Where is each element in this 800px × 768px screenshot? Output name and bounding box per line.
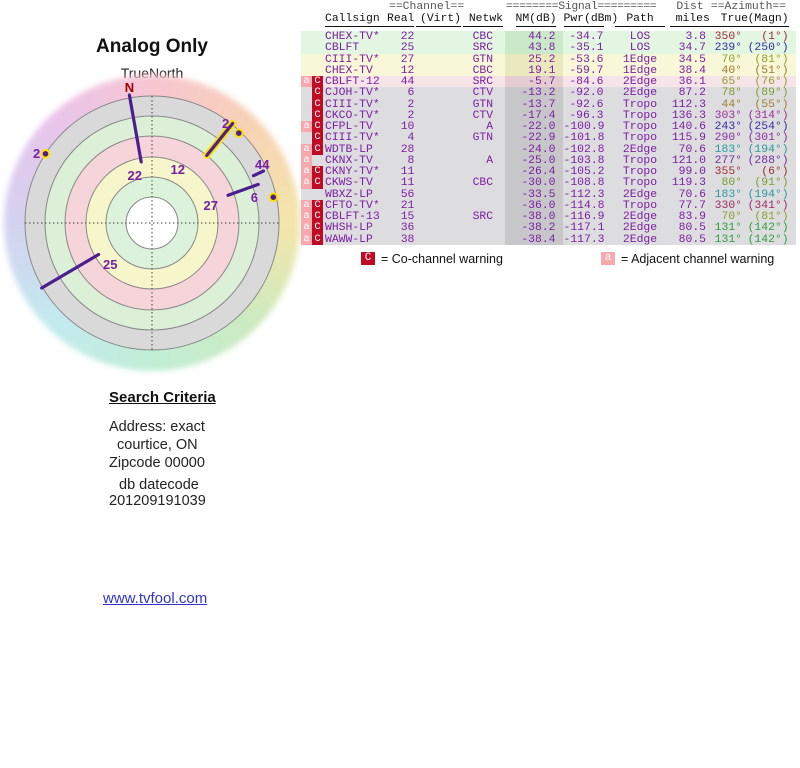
svg-text:N: N	[125, 80, 134, 95]
svg-text:44: 44	[255, 157, 270, 172]
svg-text:25: 25	[103, 257, 117, 272]
svg-text:2: 2	[33, 146, 40, 161]
svg-text:12: 12	[171, 162, 185, 177]
svg-text:27: 27	[204, 198, 218, 213]
svg-text:6: 6	[251, 190, 258, 205]
svg-text:2: 2	[222, 116, 229, 131]
svg-text:22: 22	[128, 168, 142, 183]
